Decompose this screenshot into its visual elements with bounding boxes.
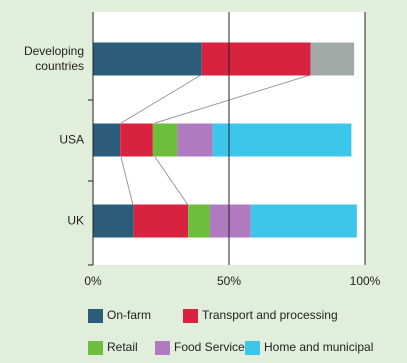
legend-label: On-farm bbox=[107, 308, 151, 322]
bar-segment bbox=[93, 204, 134, 238]
bar-segment bbox=[93, 42, 202, 76]
bar-segment bbox=[310, 42, 355, 76]
legend-swatch bbox=[88, 309, 103, 323]
connector bbox=[154, 156, 189, 206]
marks bbox=[93, 42, 357, 238]
legend-label: Transport and processing bbox=[202, 308, 338, 322]
bar-segment bbox=[250, 204, 357, 238]
connector bbox=[120, 156, 134, 206]
connectors bbox=[120, 74, 311, 206]
legend-swatch bbox=[88, 341, 103, 355]
y-tick-label: UK bbox=[67, 213, 84, 228]
bar-segment bbox=[188, 204, 210, 238]
bar-segment bbox=[152, 123, 178, 157]
legend-label: Food Service bbox=[174, 340, 245, 354]
y-tick-label: USA bbox=[59, 132, 84, 147]
connector bbox=[120, 74, 202, 124]
legend-label: Home and municipal bbox=[264, 340, 373, 354]
bar-segment bbox=[201, 42, 311, 76]
bar-segment bbox=[133, 204, 189, 238]
bar-segment bbox=[209, 204, 251, 238]
x-tick-label: 50% bbox=[217, 274, 241, 288]
y-tick-label: Developing countries bbox=[23, 44, 84, 73]
bar-segment bbox=[212, 123, 352, 157]
legend-swatch bbox=[155, 341, 170, 355]
x-tick-label: 0% bbox=[84, 274, 102, 288]
bar-segment bbox=[120, 123, 153, 157]
x-tick-label: 100% bbox=[350, 274, 381, 288]
bar-segment bbox=[93, 123, 121, 157]
connector bbox=[154, 74, 311, 124]
legend-label: Retail bbox=[107, 340, 138, 354]
legend-swatch bbox=[183, 309, 198, 323]
legend-swatch bbox=[245, 341, 260, 355]
bar-segment bbox=[177, 123, 213, 157]
